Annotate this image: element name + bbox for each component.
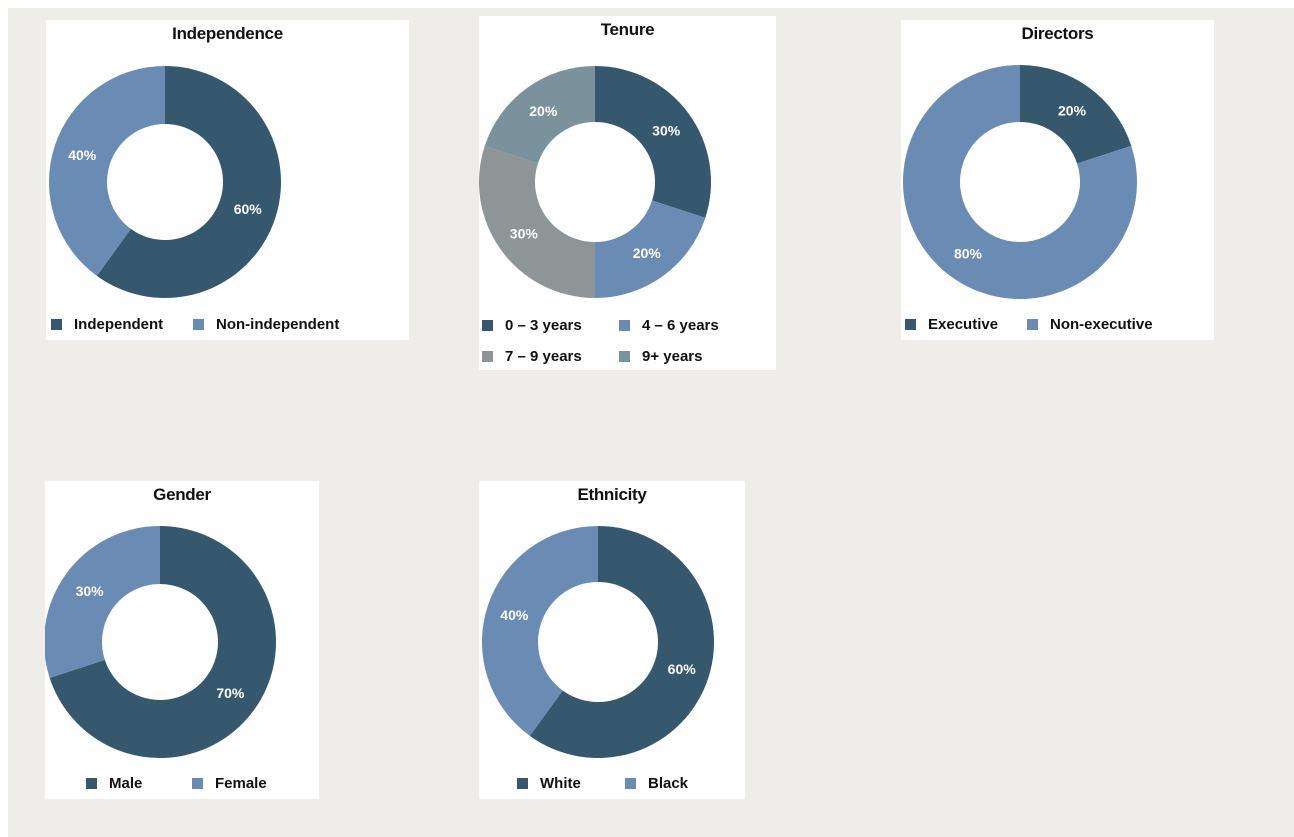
legend-swatch [482, 351, 493, 362]
gender-donut: 70% 30% [45, 526, 276, 758]
legend-swatch [905, 319, 916, 330]
legend-label: Male [109, 775, 143, 792]
legend-swatch [619, 351, 630, 362]
legend-swatch [517, 778, 528, 789]
data-label: 20% [529, 103, 558, 119]
legend-item-0-3-years: 0 – 3 years [482, 317, 582, 334]
slice-9-years [484, 66, 595, 164]
slice-black [482, 526, 598, 736]
legend-item-executive: Executive [905, 316, 998, 333]
legend-swatch [1027, 319, 1038, 330]
tenure-donut: 30% 20% 30% 20% [479, 66, 711, 298]
slice-white [529, 526, 714, 758]
slice-non-independent [48, 66, 166, 276]
legend-item-independent: Independent [51, 316, 163, 333]
independence-donut: 60% 40% [48, 66, 281, 298]
slice-female [45, 526, 160, 678]
legend-label: Non-executive [1050, 316, 1153, 333]
legend-swatch [193, 319, 204, 330]
legend-swatch [86, 778, 97, 789]
legend-item-black: Black [625, 775, 688, 792]
legend-item-4-6-years: 4 – 6 years [619, 317, 719, 334]
legend-item-white: White [517, 775, 581, 792]
legend-item-male: Male [86, 775, 142, 792]
legend-item-non-executive: Non-executive [1027, 316, 1153, 333]
data-label: 60% [668, 661, 697, 677]
legend-item-9-plus-years: 9+ years [619, 348, 702, 365]
legend-swatch [192, 778, 203, 789]
legend-label: 4 – 6 years [642, 317, 719, 334]
chart-title: Directors [1021, 24, 1094, 43]
slice-executive [1020, 65, 1132, 164]
directors-donut: 20% 80% [903, 65, 1137, 299]
legend-item-7-9-years: 7 – 9 years [482, 348, 582, 365]
ethnicity-panel: Ethnicity 60% 40% White Black [479, 481, 745, 799]
data-label: 20% [633, 245, 662, 261]
data-label: 80% [954, 246, 983, 262]
data-label: 30% [76, 583, 105, 599]
tenure-panel: Tenure 30% 20% 30% 20% 0 – 3 years 4 – 6 ye… [479, 16, 776, 370]
data-label: 30% [510, 226, 539, 242]
legend-label: Female [215, 775, 267, 792]
legend-label: 0 – 3 years [505, 317, 582, 334]
legend-item-female: Female [192, 775, 267, 792]
legend-swatch [482, 320, 493, 331]
legend-label: Black [648, 775, 689, 792]
ethnicity-donut: 60% 40% [482, 526, 714, 758]
slice-7-9-years [479, 146, 595, 298]
chart-title: Gender [153, 485, 211, 504]
chart-title: Ethnicity [577, 485, 647, 504]
legend-label: Executive [928, 316, 999, 333]
data-label: 20% [1058, 102, 1087, 118]
data-label: 40% [500, 607, 529, 623]
legend-label: Independent [74, 316, 164, 333]
data-label: 60% [234, 201, 263, 217]
chart-title: Independence [172, 24, 283, 43]
independence-panel: Independence 60% 40% Independent Non-inde… [46, 20, 409, 340]
chart-title: Tenure [600, 20, 655, 39]
slice-independent [96, 66, 281, 298]
slice-non-executive [903, 65, 1137, 299]
data-label: 40% [68, 147, 97, 163]
legend-label: Non-independent [216, 316, 340, 333]
slice-0-3-years [595, 66, 711, 218]
legend-item-non-independent: Non-independent [193, 316, 339, 333]
data-label: 70% [216, 685, 245, 701]
legend-label: 9+ years [642, 348, 703, 365]
legend-label: 7 – 9 years [505, 348, 582, 365]
slice-4-6-years [595, 200, 706, 298]
gender-panel: Gender 70% 30% Male Female [45, 481, 319, 799]
legend-swatch [625, 778, 636, 789]
data-label: 30% [652, 122, 681, 138]
slice-male [49, 526, 276, 758]
legend-label: White [540, 775, 581, 792]
directors-panel: Directors 20% 80% Executive Non-executive [901, 20, 1214, 340]
legend-swatch [619, 320, 630, 331]
legend-swatch [51, 319, 62, 330]
